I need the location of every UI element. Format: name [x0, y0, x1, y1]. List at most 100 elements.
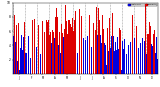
Bar	[119, 28, 120, 74]
Bar	[60, 53, 61, 74]
Bar	[70, 24, 71, 74]
Bar	[81, 16, 82, 74]
Bar	[28, 35, 29, 74]
Bar	[144, 41, 145, 74]
Bar	[156, 37, 157, 74]
Bar	[79, 9, 80, 74]
Bar	[32, 20, 33, 74]
Bar	[115, 42, 116, 74]
Bar	[87, 35, 88, 74]
Bar	[67, 34, 68, 74]
Bar	[21, 35, 22, 74]
Bar	[136, 26, 137, 74]
Bar	[108, 51, 109, 74]
Bar	[39, 37, 40, 74]
Bar	[103, 29, 104, 74]
Bar	[141, 44, 142, 74]
Bar	[140, 43, 141, 74]
Bar	[123, 49, 124, 74]
Legend: Dew Point, Humidity: Dew Point, Humidity	[128, 4, 157, 6]
Bar	[122, 41, 123, 74]
Bar	[53, 32, 54, 74]
Bar	[73, 31, 74, 74]
Bar	[18, 23, 19, 74]
Bar	[110, 48, 111, 74]
Bar	[71, 27, 72, 74]
Bar	[84, 34, 85, 74]
Bar	[75, 11, 76, 74]
Bar	[157, 59, 158, 74]
Bar	[56, 8, 57, 74]
Bar	[40, 54, 41, 74]
Bar	[66, 21, 67, 74]
Bar	[16, 25, 17, 74]
Bar	[128, 45, 129, 74]
Bar	[111, 36, 112, 74]
Bar	[105, 45, 106, 74]
Bar	[124, 39, 125, 74]
Bar	[78, 37, 79, 74]
Bar	[135, 70, 136, 74]
Bar	[69, 20, 70, 74]
Bar	[26, 53, 27, 74]
Bar	[46, 20, 47, 74]
Bar	[120, 30, 121, 74]
Bar	[109, 18, 110, 74]
Bar	[58, 45, 59, 74]
Bar	[20, 48, 21, 74]
Bar	[24, 22, 25, 74]
Bar	[83, 38, 84, 74]
Bar	[34, 19, 35, 74]
Bar	[42, 21, 43, 74]
Bar	[62, 33, 63, 74]
Bar	[93, 23, 94, 74]
Bar	[22, 50, 23, 74]
Bar	[134, 38, 135, 74]
Bar	[100, 35, 101, 74]
Bar	[118, 49, 119, 74]
Bar	[88, 37, 89, 74]
Bar	[107, 28, 108, 74]
Bar	[89, 15, 90, 74]
Bar	[17, 61, 18, 74]
Bar	[153, 34, 154, 74]
Bar	[92, 11, 93, 74]
Bar	[49, 35, 50, 74]
Bar	[77, 53, 78, 74]
Bar	[48, 20, 49, 74]
Bar	[104, 43, 105, 74]
Bar	[99, 20, 100, 74]
Bar	[74, 20, 75, 74]
Bar	[116, 50, 117, 74]
Bar	[142, 38, 143, 74]
Bar	[30, 58, 31, 74]
Bar	[101, 43, 102, 74]
Bar	[44, 32, 45, 74]
Bar	[91, 47, 92, 74]
Bar	[131, 20, 132, 74]
Bar	[65, 5, 66, 74]
Bar	[150, 26, 151, 74]
Bar	[35, 60, 36, 74]
Bar	[102, 15, 103, 74]
Bar	[52, 30, 53, 74]
Bar	[38, 25, 39, 74]
Bar	[36, 47, 37, 74]
Bar	[31, 34, 32, 74]
Bar	[95, 30, 96, 74]
Bar	[146, 54, 147, 74]
Bar	[138, 48, 139, 74]
Bar	[23, 37, 24, 74]
Bar	[61, 24, 62, 74]
Bar	[113, 36, 114, 74]
Bar	[130, 42, 131, 74]
Bar	[112, 13, 113, 74]
Bar	[96, 7, 97, 74]
Bar	[117, 37, 118, 74]
Bar	[54, 38, 55, 74]
Bar	[148, 33, 149, 74]
Bar	[45, 23, 46, 74]
Bar	[149, 22, 150, 74]
Bar	[85, 39, 86, 74]
Bar	[15, 42, 16, 74]
